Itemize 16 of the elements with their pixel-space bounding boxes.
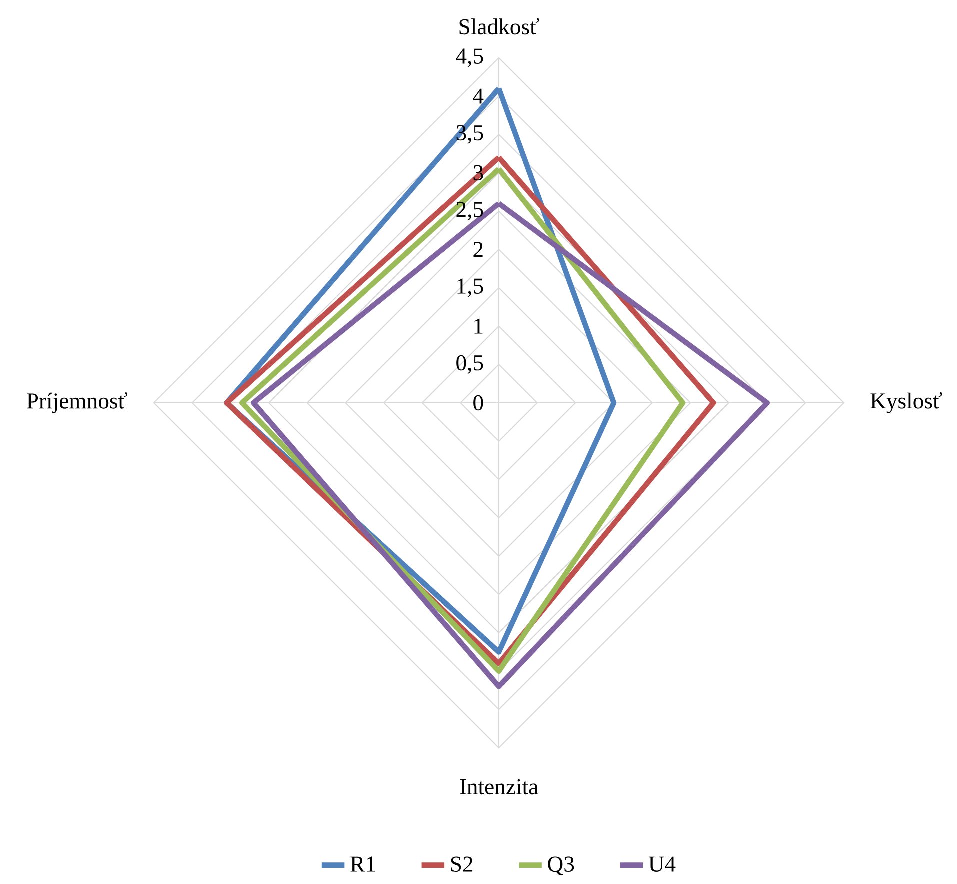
y-tick-label: 0 xyxy=(474,395,484,411)
legend-label: Q3 xyxy=(548,856,574,876)
y-tick-label: 4,5 xyxy=(456,48,484,68)
y-tick-label: 0,5 xyxy=(456,355,484,374)
spoke-label: Intenzita xyxy=(460,779,538,795)
y-tick-label: 2,5 xyxy=(456,202,484,221)
y-tick-label: 1,5 xyxy=(458,278,484,298)
legend-label: S2 xyxy=(451,856,473,872)
y-tick-label: 1 xyxy=(474,318,483,334)
legend-label: R1 xyxy=(350,856,376,872)
spoke-label: Kyslosť xyxy=(870,392,942,414)
y-tick-label: 2 xyxy=(474,242,483,258)
spoke-label: Sladkosť xyxy=(460,18,540,35)
y-tick-label: 4 xyxy=(473,88,484,104)
legend-label: U4 xyxy=(648,856,676,872)
spoke-label: Príjemnosť xyxy=(26,392,128,414)
